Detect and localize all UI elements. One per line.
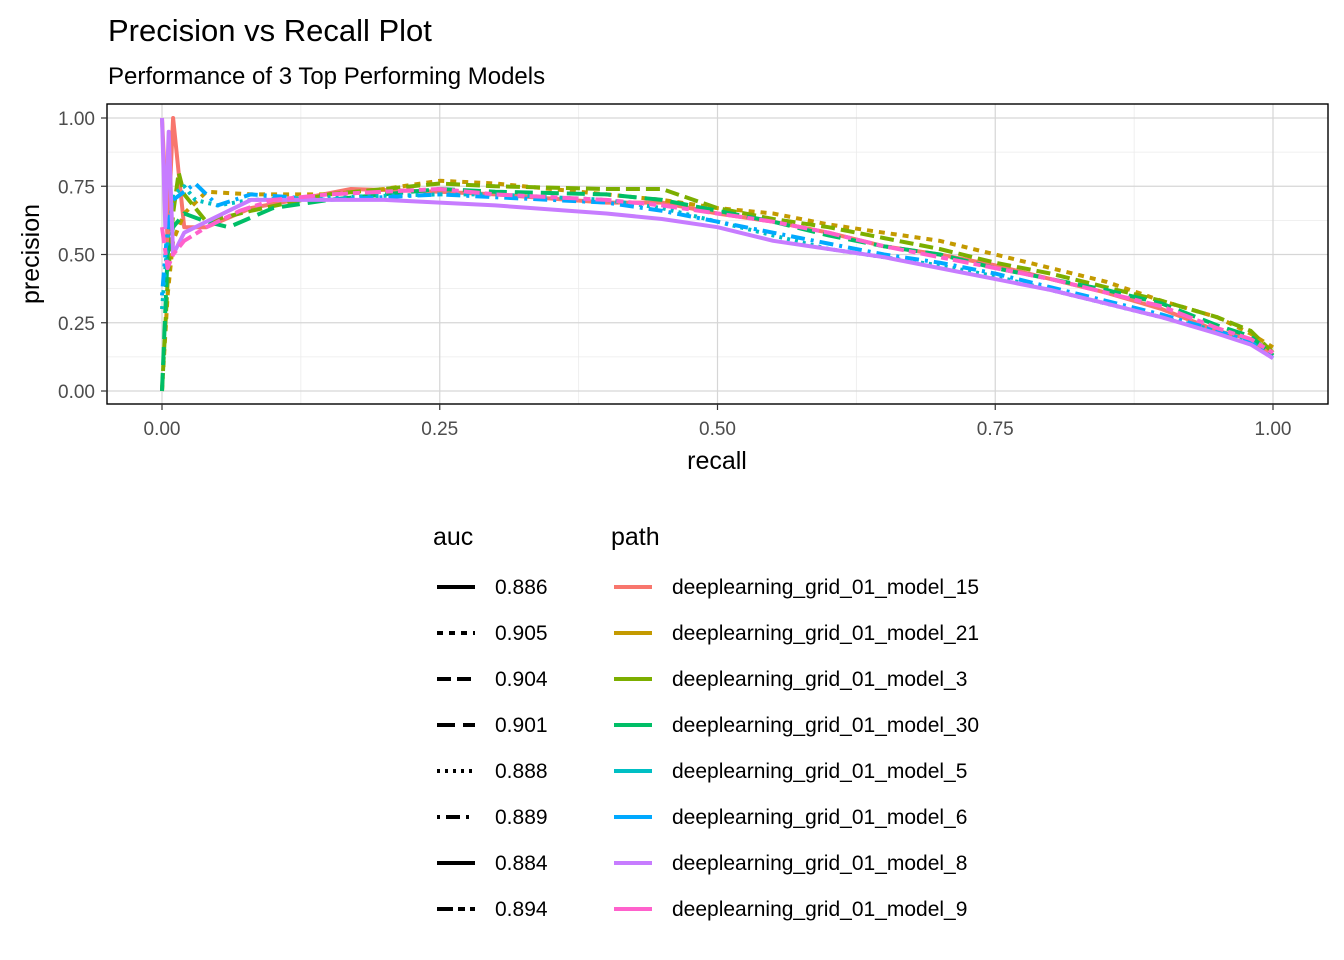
- x-axis-label: recall: [687, 447, 747, 475]
- axis-ticks: 0.00 0.25 0.50 0.75 1.00 0.00 0.25 0.50 0.75 1.00: [58, 109, 1291, 440]
- legend-path-label: deeplearning_grid_01_model_15: [672, 576, 979, 599]
- x-tick-label: 0.50: [699, 419, 736, 440]
- legend-auc-label: 0.894: [495, 898, 548, 921]
- x-tick-label: 0.25: [421, 419, 458, 440]
- grid-lines: [107, 104, 1328, 404]
- series-lines: [160, 116, 1275, 392]
- y-tick-label: 1.00: [58, 109, 95, 130]
- series-line-deeplearning-grid-01-model-9: [160, 187, 1275, 355]
- legend-path-label: deeplearning_grid_01_model_8: [672, 852, 967, 875]
- legend-path-label: deeplearning_grid_01_model_30: [672, 714, 979, 737]
- legend-path-label: deeplearning_grid_01_model_21: [672, 622, 979, 645]
- series-line-deeplearning-grid-01-model-8: [160, 117, 1275, 360]
- legend-path-label: deeplearning_grid_01_model_9: [672, 898, 967, 921]
- chart-subtitle: Performance of 3 Top Performing Models: [108, 63, 545, 90]
- series-line-deeplearning-grid-01-model-3: [160, 170, 1275, 392]
- series-line-deeplearning-grid-01-model-30: [160, 187, 1275, 392]
- legend: 0.886 deeplearning_grid_01_model_15 0.905 d…: [437, 576, 979, 921]
- legend-path-label: deeplearning_grid_01_model_6: [672, 806, 967, 829]
- legend-auc-label: 0.888: [495, 760, 548, 783]
- y-tick-label: 0.25: [58, 314, 95, 335]
- y-tick-label: 0.75: [58, 177, 95, 198]
- legend-auc-label: 0.905: [495, 622, 548, 645]
- legend-auc-title: auc: [433, 523, 473, 551]
- legend-path-label: deeplearning_grid_01_model_3: [672, 668, 967, 691]
- legend-auc-label: 0.884: [495, 852, 548, 875]
- x-tick-label: 0.00: [144, 419, 181, 440]
- series-line-deeplearning-grid-01-model-6: [160, 181, 1275, 360]
- legend-auc-label: 0.901: [495, 714, 548, 737]
- legend-auc-label: 0.886: [495, 576, 548, 599]
- x-tick-label: 1.00: [1255, 419, 1292, 440]
- x-tick-label: 0.75: [977, 419, 1014, 440]
- y-tick-label: 0.50: [58, 246, 95, 267]
- legend-auc-label: 0.889: [495, 806, 548, 829]
- legend-path-title: path: [611, 523, 660, 551]
- legend-path-label: deeplearning_grid_01_model_5: [672, 760, 967, 783]
- y-axis-label: precision: [17, 204, 45, 304]
- y-tick-label: 0.00: [58, 382, 95, 403]
- chart-title: Precision vs Recall Plot: [108, 13, 432, 48]
- series-line-deeplearning-grid-01-model-21: [160, 178, 1275, 392]
- legend-auc-label: 0.904: [495, 668, 548, 691]
